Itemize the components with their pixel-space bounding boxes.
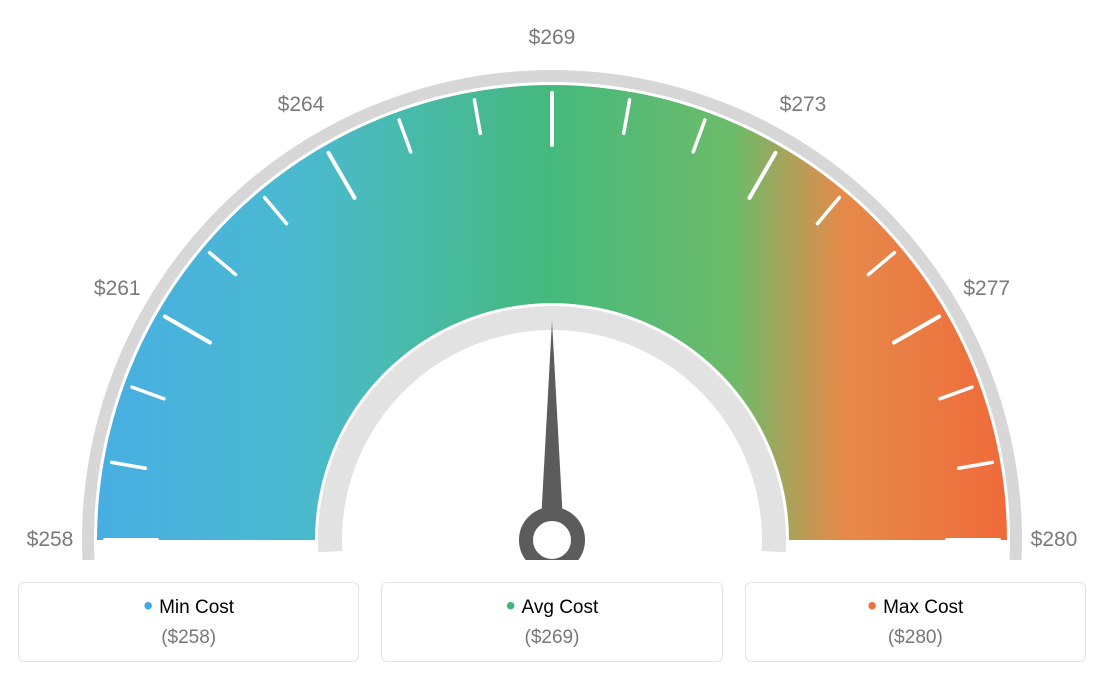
scale-label: $261: [94, 277, 141, 301]
scale-label: $264: [278, 93, 325, 117]
legend-value-avg: ($269): [392, 627, 711, 649]
gauge-svg: [0, 0, 1104, 560]
legend-title-avg: •Avg Cost: [392, 597, 711, 619]
legend-card-min: •Min Cost ($258): [18, 582, 359, 662]
legend-label: Avg Cost: [522, 597, 599, 618]
legend-card-avg: •Avg Cost ($269): [381, 582, 722, 662]
legend-value-min: ($258): [29, 627, 348, 649]
scale-label: $258: [27, 528, 74, 552]
dot-icon: •: [506, 590, 516, 621]
legend-label: Min Cost: [159, 597, 234, 618]
legend-card-max: •Max Cost ($280): [745, 582, 1086, 662]
dot-icon: •: [143, 590, 153, 621]
cost-gauge-chart: $258$261$264$269$273$277$280 •Min Cost (…: [0, 0, 1104, 690]
legend-value-max: ($280): [756, 627, 1075, 649]
scale-label: $273: [780, 93, 827, 117]
gauge-area: $258 $261 $264 $269 $273 $277 $280: [0, 0, 1104, 560]
legend-title-max: •Max Cost: [756, 597, 1075, 619]
scale-label: $277: [963, 277, 1010, 301]
dot-icon: •: [867, 590, 877, 621]
legend-title-min: •Min Cost: [29, 597, 348, 619]
scale-label: $280: [1031, 528, 1078, 552]
scale-label: $269: [529, 26, 576, 50]
legend-label: Max Cost: [883, 597, 963, 618]
legend-row: •Min Cost ($258) •Avg Cost ($269) •Max C…: [0, 582, 1104, 662]
